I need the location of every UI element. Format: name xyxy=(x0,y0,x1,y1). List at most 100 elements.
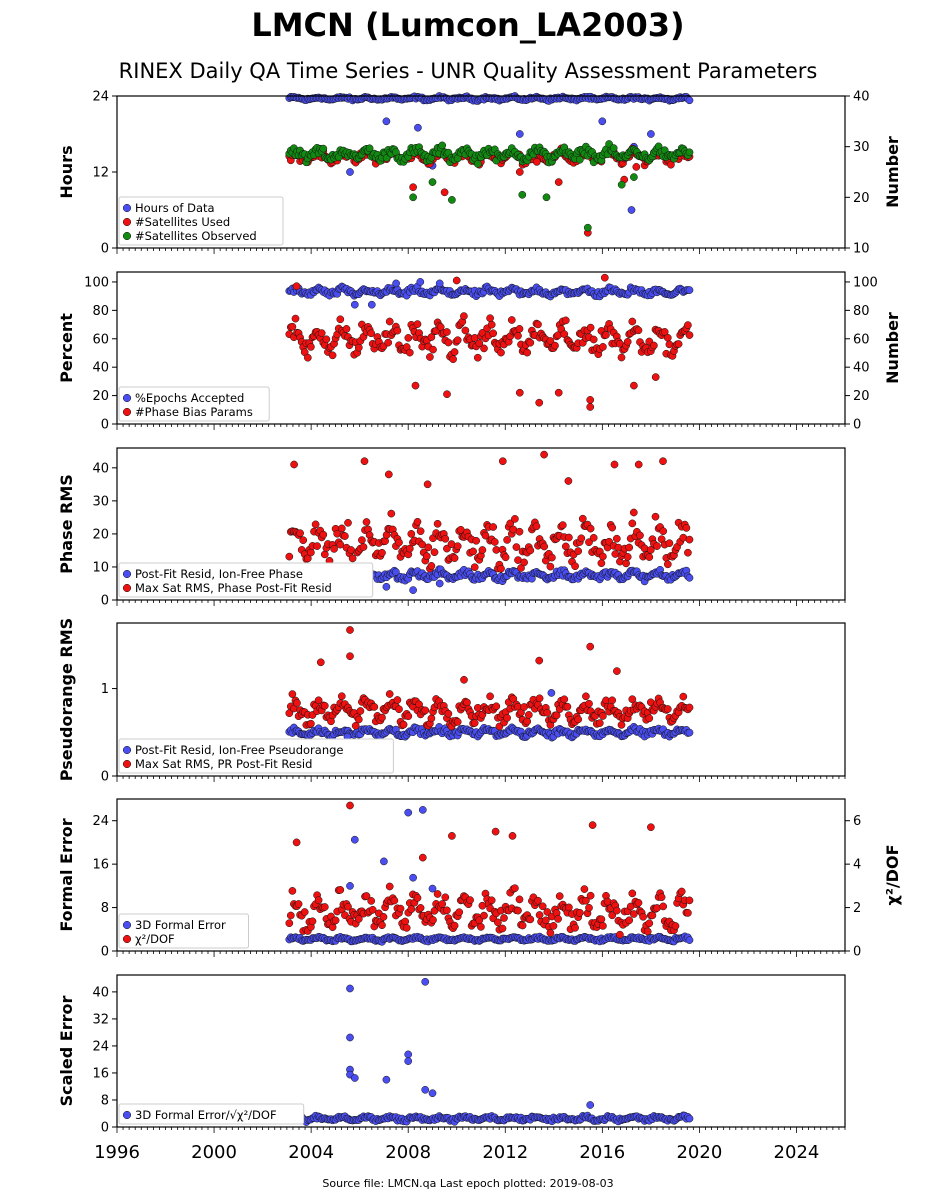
data-point xyxy=(518,921,527,930)
outlier-point xyxy=(586,1101,595,1109)
y-ticks-left: 0 20 40 60 80 100 xyxy=(84,275,117,433)
data-point xyxy=(453,336,462,345)
outlier-point xyxy=(404,808,413,817)
data-point xyxy=(460,312,468,320)
y-tick-label: 8 xyxy=(101,901,109,916)
data-point xyxy=(299,536,308,545)
legend-marker xyxy=(122,1110,132,1120)
y2-tick-label: 80 xyxy=(853,304,870,319)
y-tick-label: 20 xyxy=(92,527,109,542)
outlier-point xyxy=(421,977,430,986)
y2-tick-label: 0 xyxy=(853,945,861,960)
legend-marker xyxy=(122,920,132,930)
data-point xyxy=(575,908,584,917)
data-point xyxy=(526,915,535,924)
data-point xyxy=(370,703,379,711)
series-1-1 xyxy=(285,92,694,214)
data-point xyxy=(500,914,508,922)
y2-tick-label: 20 xyxy=(853,191,870,206)
data-point xyxy=(520,558,528,567)
data-point xyxy=(404,712,413,721)
legend-label: Max Sat RMS, Phase Post-Fit Resid xyxy=(135,581,332,595)
data-point xyxy=(659,902,668,911)
data-point xyxy=(639,912,647,921)
data-point xyxy=(575,155,584,164)
outlier-point xyxy=(411,381,420,390)
data-point xyxy=(320,550,329,559)
legend: Hours of Data#Satellites Used#Satellites… xyxy=(118,196,284,246)
y-ticks-right: 10 20 30 40 xyxy=(845,90,870,257)
data-point xyxy=(645,553,654,561)
data-point xyxy=(497,348,505,357)
data-point xyxy=(628,317,637,326)
data-point xyxy=(685,148,694,157)
legend-marker xyxy=(122,934,132,944)
data-point xyxy=(317,329,326,337)
data-point xyxy=(288,690,297,698)
data-point xyxy=(617,353,626,362)
y-tick-label: 10 xyxy=(92,560,109,575)
series-3-2 xyxy=(285,450,694,577)
panel-2-points xyxy=(285,273,694,411)
data-point xyxy=(358,536,366,544)
legend-marker xyxy=(122,203,132,213)
data-point xyxy=(450,921,459,930)
x-minor-ticks xyxy=(116,776,846,782)
outlier-point xyxy=(588,821,597,829)
outlier-point xyxy=(613,667,621,675)
y-tick-label: 24 xyxy=(92,90,109,105)
y-tick-label: 100 xyxy=(84,275,109,290)
data-point xyxy=(535,911,544,919)
data-point xyxy=(379,913,388,921)
data-point xyxy=(515,325,524,333)
outlier-point xyxy=(392,279,400,288)
x-tick-label: 2020 xyxy=(676,1142,722,1163)
data-point xyxy=(365,144,374,153)
data-point xyxy=(643,927,652,936)
y-ticks-right: 0 20 40 60 80 100 xyxy=(845,275,878,433)
data-point xyxy=(663,560,672,569)
outlier-point xyxy=(350,1074,359,1082)
outlier-point xyxy=(414,123,422,132)
legend-label: Hours of Data xyxy=(135,201,215,215)
data-point xyxy=(597,915,606,924)
data-point xyxy=(319,144,328,153)
outlier-point xyxy=(518,190,527,199)
data-point xyxy=(657,893,666,902)
data-point xyxy=(443,906,451,915)
data-point xyxy=(574,547,583,555)
x-tick-label: 2004 xyxy=(288,1142,334,1163)
data-point xyxy=(585,903,593,912)
data-point xyxy=(441,893,450,902)
data-point xyxy=(401,917,410,926)
data-point xyxy=(384,338,393,347)
y-tick-label: 32 xyxy=(92,1012,109,1027)
data-point xyxy=(308,917,317,926)
y-tick-label: 60 xyxy=(92,332,109,347)
panel-2: 0 20 40 60 80 100 Percent 0 20 40 60 80 100 Number %Ep… xyxy=(57,271,902,433)
data-point xyxy=(307,548,315,557)
data-point xyxy=(433,890,442,898)
data-point xyxy=(685,728,694,737)
outlier-point xyxy=(346,652,354,661)
data-point xyxy=(429,916,437,924)
x-tick-label: 2016 xyxy=(579,1142,625,1163)
data-point xyxy=(532,522,541,531)
y-axis-label: Pseudorange RMS xyxy=(57,618,76,781)
data-point xyxy=(685,703,694,712)
data-point xyxy=(291,314,300,323)
outlier-point xyxy=(634,460,643,469)
outlier-point xyxy=(428,178,437,186)
data-point xyxy=(313,542,321,550)
data-point xyxy=(413,894,422,902)
data-point xyxy=(393,696,402,704)
data-point xyxy=(651,512,660,521)
data-point xyxy=(444,338,453,347)
y2-tick-label: 6 xyxy=(853,814,861,829)
outlier-point xyxy=(409,873,417,882)
data-point xyxy=(362,518,371,526)
data-point xyxy=(580,885,589,893)
data-point xyxy=(571,923,579,932)
data-point xyxy=(336,886,345,894)
data-point xyxy=(300,908,309,916)
